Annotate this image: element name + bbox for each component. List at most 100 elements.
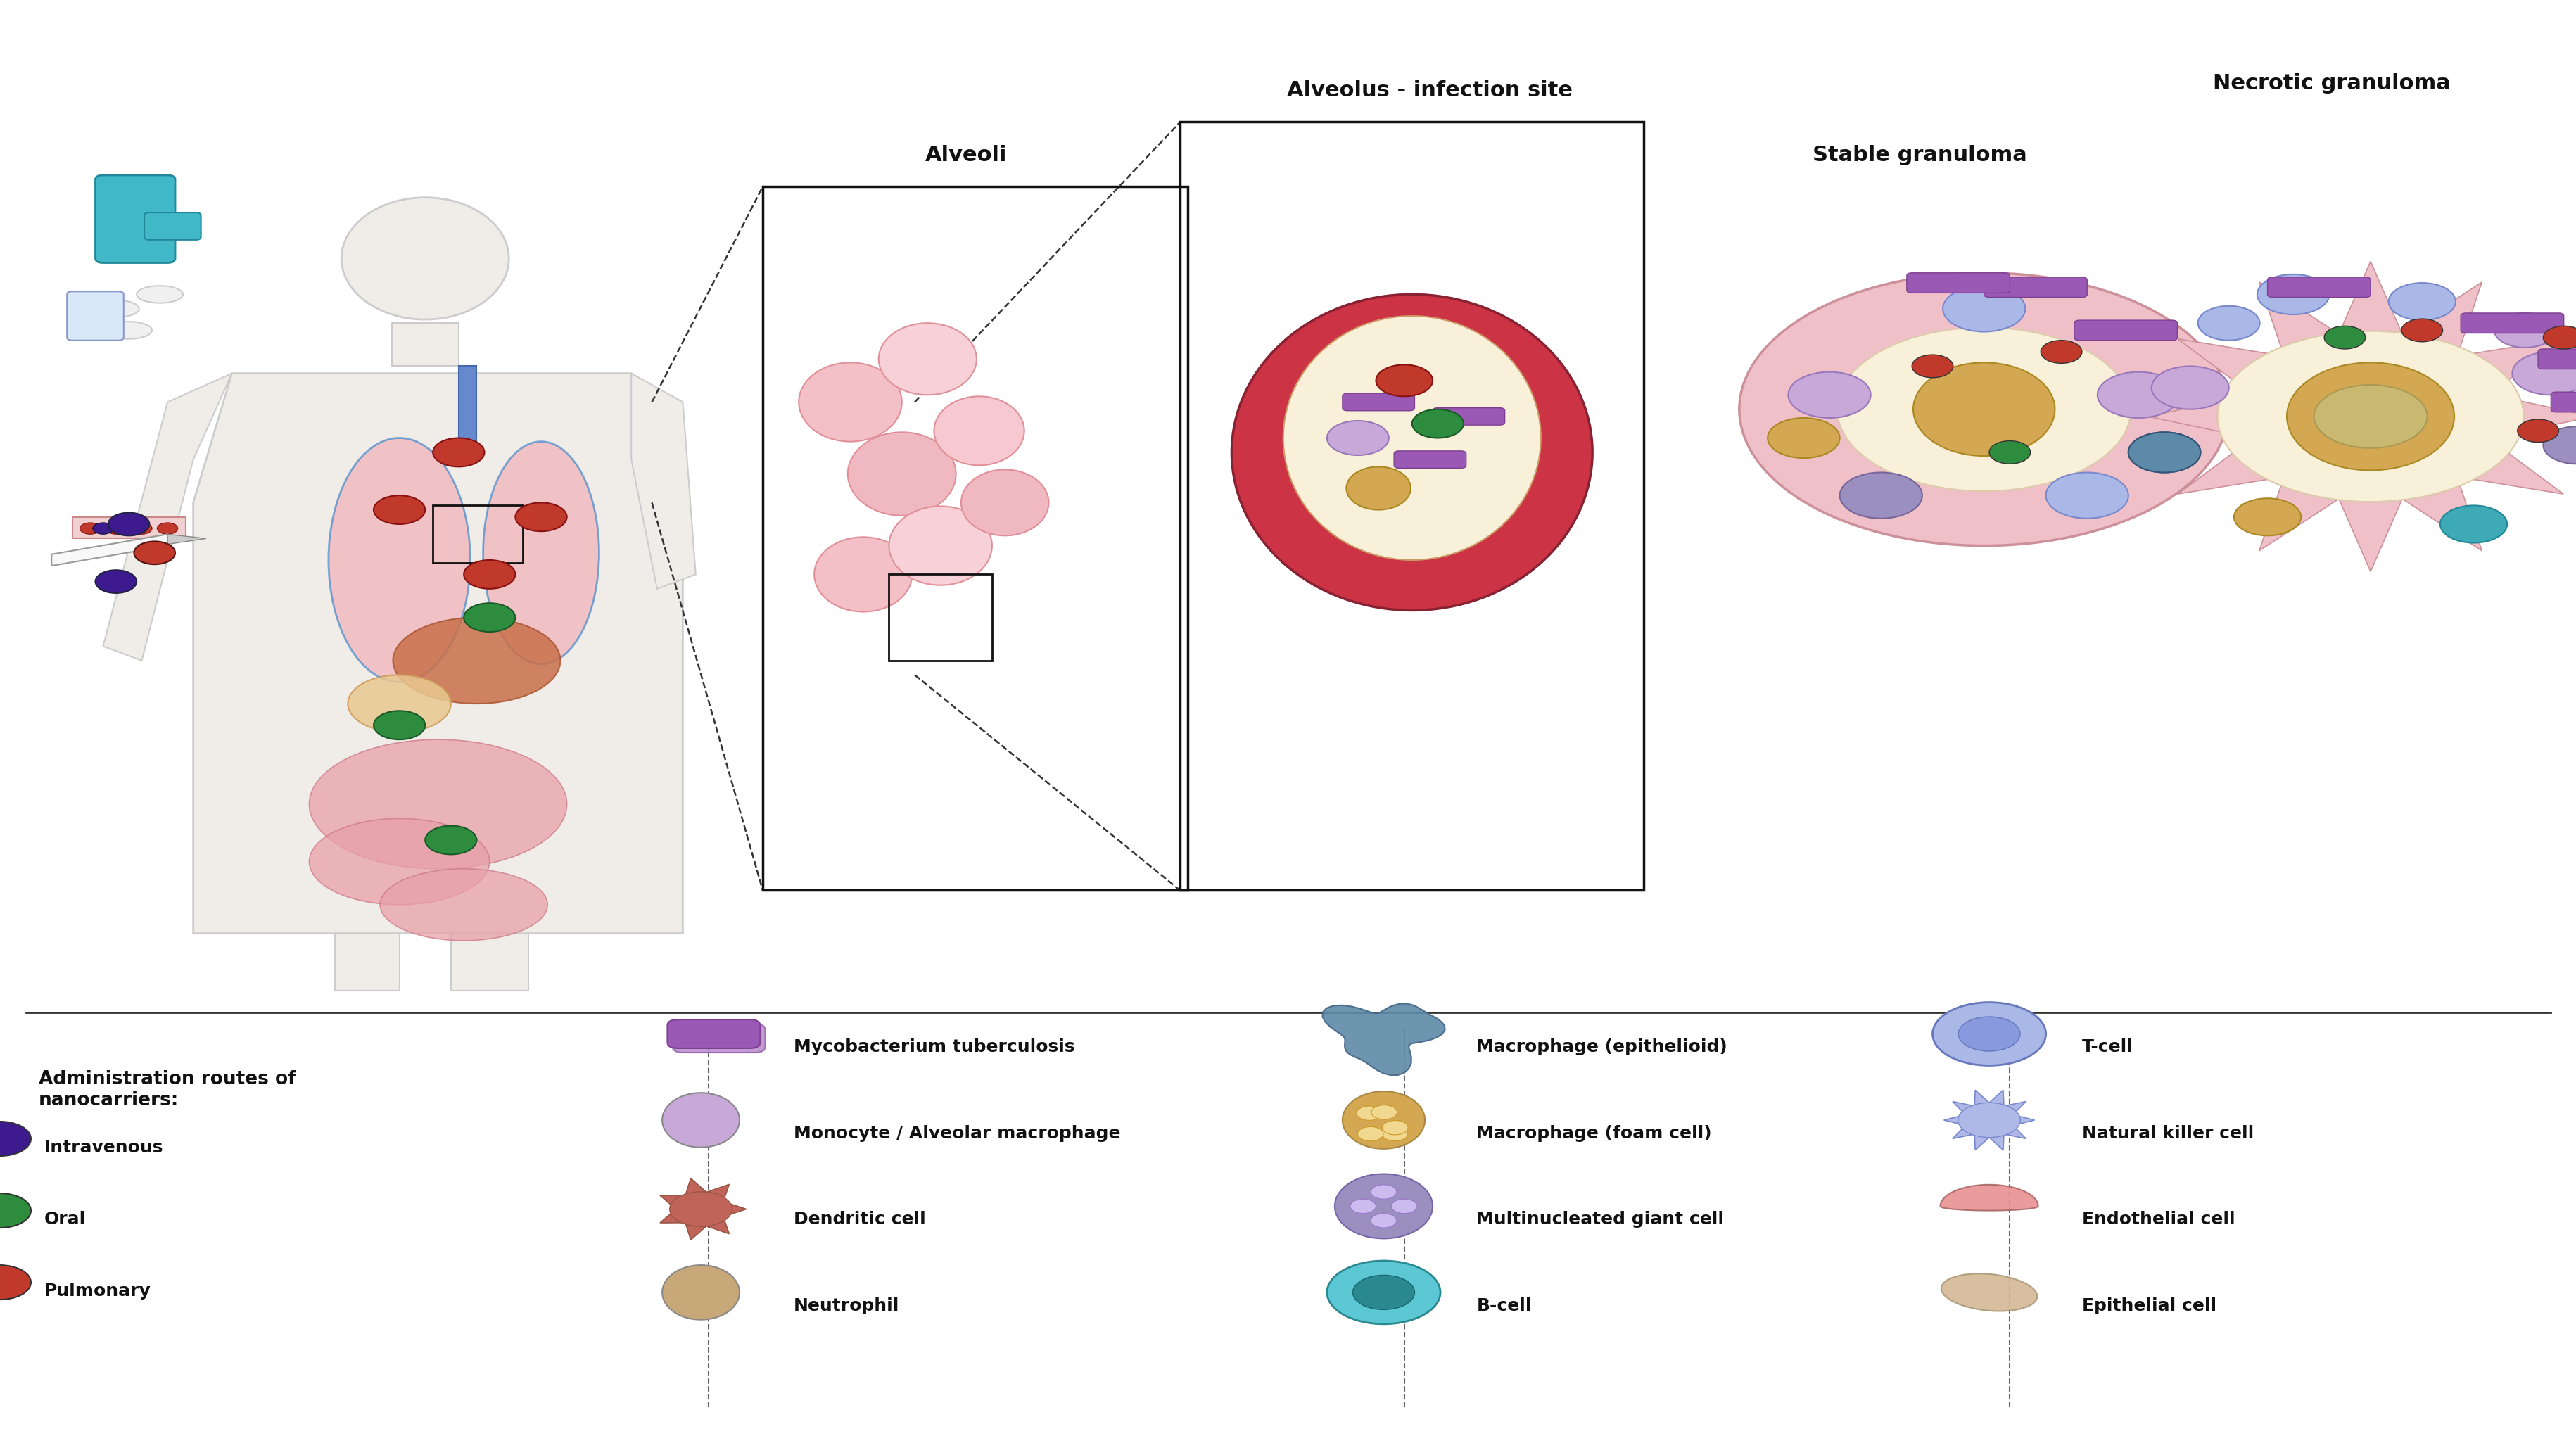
Circle shape <box>0 1265 31 1300</box>
Circle shape <box>1350 1199 1376 1213</box>
Ellipse shape <box>2287 362 2452 471</box>
FancyBboxPatch shape <box>672 1024 765 1053</box>
Polygon shape <box>459 366 477 445</box>
Polygon shape <box>167 534 206 544</box>
FancyBboxPatch shape <box>1342 393 1414 411</box>
FancyBboxPatch shape <box>95 175 175 263</box>
Circle shape <box>1911 355 1953 378</box>
FancyBboxPatch shape <box>2550 392 2576 412</box>
Circle shape <box>1327 1261 1440 1324</box>
Ellipse shape <box>340 197 507 320</box>
Ellipse shape <box>381 869 546 941</box>
Circle shape <box>1381 1127 1406 1142</box>
Text: T-cell: T-cell <box>2081 1038 2133 1055</box>
Ellipse shape <box>1911 363 2056 457</box>
Circle shape <box>515 503 567 531</box>
Ellipse shape <box>392 617 562 704</box>
Circle shape <box>1370 1106 1396 1120</box>
Text: Intravenous: Intravenous <box>44 1139 162 1156</box>
Circle shape <box>1942 286 2025 332</box>
Ellipse shape <box>1283 316 1540 560</box>
Circle shape <box>1370 1185 1396 1199</box>
FancyBboxPatch shape <box>2460 313 2563 333</box>
Text: Administration routes of
nanocarriers:: Administration routes of nanocarriers: <box>39 1070 296 1109</box>
Text: Stable granuloma: Stable granuloma <box>1811 145 2027 165</box>
Circle shape <box>2097 372 2179 418</box>
FancyBboxPatch shape <box>2267 277 2370 297</box>
Circle shape <box>0 1193 31 1228</box>
Ellipse shape <box>878 323 976 395</box>
Polygon shape <box>451 933 528 991</box>
Polygon shape <box>2148 261 2576 572</box>
Ellipse shape <box>1345 467 1412 510</box>
Circle shape <box>2151 366 2228 409</box>
Polygon shape <box>103 373 232 661</box>
Circle shape <box>108 513 149 536</box>
Polygon shape <box>1321 1004 1445 1076</box>
FancyBboxPatch shape <box>67 292 124 340</box>
Circle shape <box>1837 327 2130 491</box>
Circle shape <box>80 523 100 534</box>
Circle shape <box>2512 352 2576 395</box>
Circle shape <box>2257 274 2329 314</box>
Polygon shape <box>1942 1090 2035 1150</box>
Text: Blood vessel: Blood vessel <box>1360 569 1499 589</box>
Circle shape <box>2197 306 2259 340</box>
Circle shape <box>106 523 126 534</box>
Circle shape <box>2401 319 2442 342</box>
Circle shape <box>1381 1120 1406 1134</box>
Circle shape <box>95 570 137 593</box>
Circle shape <box>1355 1106 1381 1120</box>
Circle shape <box>2388 283 2455 320</box>
FancyBboxPatch shape <box>2074 320 2177 340</box>
Circle shape <box>1932 1002 2045 1066</box>
Polygon shape <box>335 933 399 991</box>
Circle shape <box>2040 340 2081 363</box>
FancyBboxPatch shape <box>1432 408 1504 425</box>
Ellipse shape <box>814 537 912 612</box>
FancyBboxPatch shape <box>667 1020 760 1048</box>
Ellipse shape <box>662 1093 739 1147</box>
Polygon shape <box>52 534 167 566</box>
Circle shape <box>2233 498 2300 536</box>
Text: B-cell: B-cell <box>1476 1297 1530 1314</box>
Polygon shape <box>631 373 696 589</box>
Text: Dendritic cell: Dendritic cell <box>793 1211 925 1228</box>
FancyBboxPatch shape <box>144 213 201 240</box>
Circle shape <box>2218 332 2522 501</box>
Circle shape <box>2324 326 2365 349</box>
Circle shape <box>670 1192 732 1226</box>
Circle shape <box>2543 326 2576 349</box>
Ellipse shape <box>137 286 183 303</box>
Circle shape <box>1370 1213 1396 1228</box>
Text: Endothelial cell: Endothelial cell <box>2081 1211 2233 1228</box>
Circle shape <box>1391 1199 1417 1213</box>
Circle shape <box>464 560 515 589</box>
Polygon shape <box>659 1179 747 1239</box>
Circle shape <box>2439 505 2506 543</box>
Circle shape <box>2128 432 2200 472</box>
Text: Monocyte / Alveolar macrophage: Monocyte / Alveolar macrophage <box>793 1124 1121 1142</box>
Circle shape <box>2045 472 2128 518</box>
Ellipse shape <box>330 438 469 682</box>
Circle shape <box>1989 441 2030 464</box>
Circle shape <box>2517 419 2558 442</box>
Text: Neutrophil: Neutrophil <box>793 1297 899 1314</box>
Ellipse shape <box>93 300 139 317</box>
Circle shape <box>1327 421 1388 455</box>
Circle shape <box>1788 372 1870 418</box>
Circle shape <box>2543 426 2576 464</box>
Text: Mycobacterium tuberculosis: Mycobacterium tuberculosis <box>793 1038 1074 1055</box>
Circle shape <box>93 523 113 534</box>
Ellipse shape <box>961 470 1048 536</box>
Circle shape <box>134 541 175 564</box>
Ellipse shape <box>309 740 567 869</box>
Text: Macrophage (foam cell): Macrophage (foam cell) <box>1476 1124 1710 1142</box>
Text: Macrophage (epithelioid): Macrophage (epithelioid) <box>1476 1038 1726 1055</box>
Text: Pulmonary: Pulmonary <box>44 1282 149 1300</box>
Circle shape <box>1739 273 2228 546</box>
Ellipse shape <box>106 322 152 339</box>
Circle shape <box>2128 432 2200 472</box>
Circle shape <box>1352 1275 1414 1310</box>
Circle shape <box>433 438 484 467</box>
